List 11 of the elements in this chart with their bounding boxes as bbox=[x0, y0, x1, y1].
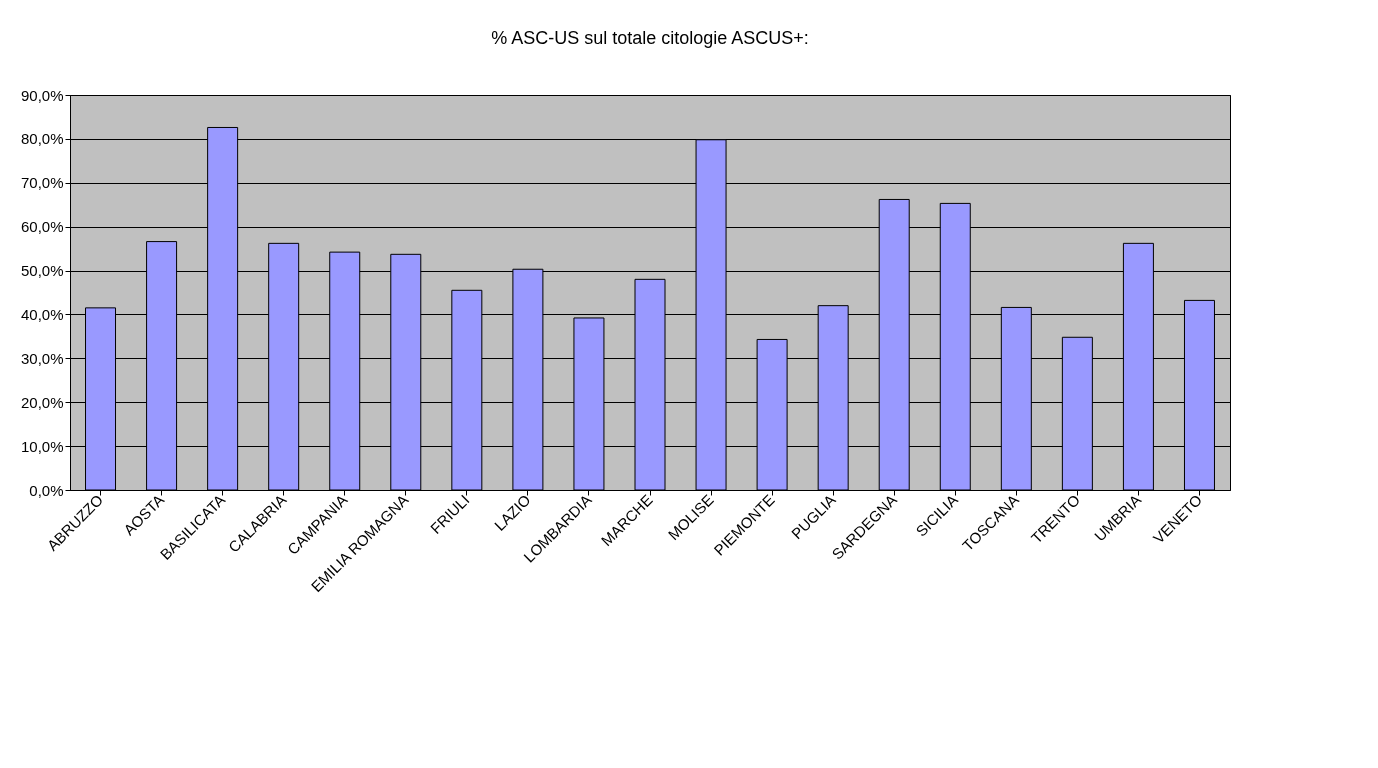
y-tick-label: 80,0% bbox=[20, 130, 64, 148]
y-tick-label: 60,0% bbox=[20, 218, 64, 236]
y-tick-label: 50,0% bbox=[20, 262, 64, 280]
chart-title: % ASC-US sul totale citologie ASCUS+: bbox=[491, 28, 809, 48]
y-tick-label: 70,0% bbox=[20, 174, 64, 192]
y-tick-label: 10,0% bbox=[20, 437, 64, 455]
y-tick-label: 20,0% bbox=[20, 393, 64, 411]
y-tick-label: 0,0% bbox=[29, 481, 64, 499]
y-tick-label: 90,0% bbox=[20, 86, 64, 104]
y-tick-label: 40,0% bbox=[20, 305, 64, 323]
y-tick-label: 30,0% bbox=[20, 349, 64, 367]
